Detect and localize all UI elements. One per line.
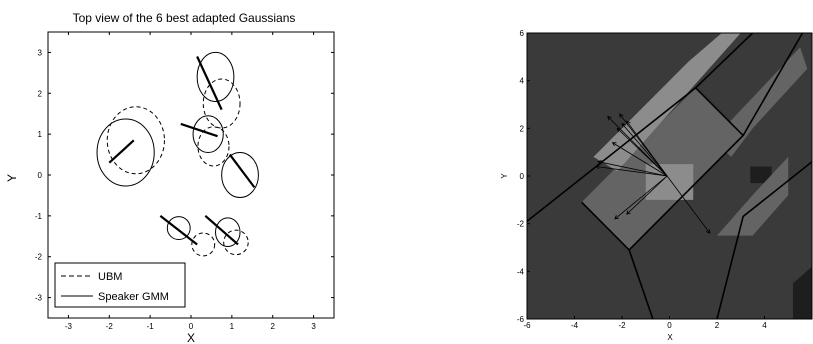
y-tick-label: 2 bbox=[520, 124, 525, 133]
vector-arrowhead bbox=[607, 115, 612, 121]
y-tick-label: 3 bbox=[38, 48, 43, 57]
mean-shift-vector bbox=[612, 142, 668, 177]
y-tick-label: -3 bbox=[35, 294, 43, 303]
decision-region bbox=[712, 47, 808, 157]
adaptation-segment bbox=[159, 214, 198, 246]
legend-box bbox=[54, 262, 186, 308]
left-y-axis-label: Y bbox=[5, 174, 19, 182]
y-tick-label: 6 bbox=[520, 29, 525, 38]
decision-region bbox=[717, 156, 789, 236]
speaker-gmm-ellipse bbox=[166, 216, 191, 241]
x-tick-label: 2 bbox=[270, 322, 275, 331]
vector-arrowhead bbox=[619, 113, 624, 119]
vector-arrowhead bbox=[706, 229, 711, 234]
left-ellipses-layer bbox=[96, 51, 259, 257]
x-tick-label: -1 bbox=[147, 322, 155, 331]
left-x-axis-label: X bbox=[187, 331, 195, 344]
vector-arrowhead bbox=[621, 122, 626, 128]
left-ticks-layer: -3 -2 -1 0 1 2 3 -3 -2 -1 0 1 2 3 bbox=[35, 32, 334, 331]
mean-shift-vector bbox=[614, 175, 668, 220]
x-tick-label: -4 bbox=[571, 321, 579, 330]
vector-arrowhead bbox=[611, 142, 617, 147]
left-chart-title: Top view of the 6 best adapted Gaussians bbox=[73, 11, 296, 25]
ubm-ellipse bbox=[223, 229, 249, 256]
y-tick-label: -1 bbox=[35, 212, 43, 221]
x-tick-label: 2 bbox=[715, 321, 720, 330]
speaker-gmm-ellipse bbox=[221, 152, 259, 198]
speaker-gmm-ellipse bbox=[96, 118, 155, 187]
decision-boundary bbox=[716, 161, 812, 319]
x-tick-label: -2 bbox=[106, 322, 114, 331]
adaptation-segment bbox=[228, 153, 256, 188]
left-segments-layer bbox=[108, 56, 256, 246]
mean-shift-vector bbox=[619, 113, 668, 177]
x-tick-label: 3 bbox=[311, 322, 316, 331]
right-regions-layer bbox=[581, 33, 812, 319]
left-chart: Top view of the 6 best adapted Gaussians… bbox=[5, 11, 335, 344]
y-tick-label: 0 bbox=[38, 171, 43, 180]
adaptation-segment bbox=[204, 215, 239, 246]
y-tick-label: -2 bbox=[517, 220, 525, 229]
speaker-gmm-ellipse bbox=[192, 115, 224, 154]
decision-boundary bbox=[695, 33, 754, 89]
decision-region bbox=[750, 166, 772, 184]
x-tick-label: 1 bbox=[230, 322, 235, 331]
right-ticks-layer: -6 -4 -2 0 2 4 -6 -4 -2 0 2 4 6 bbox=[517, 29, 767, 330]
y-tick-label: 4 bbox=[520, 77, 525, 86]
y-tick-label: -6 bbox=[517, 315, 525, 324]
decision-boundary bbox=[742, 33, 804, 136]
y-tick-label: 2 bbox=[38, 89, 43, 98]
vector-arrowhead bbox=[626, 210, 631, 215]
speaker-gmm-ellipse bbox=[215, 217, 241, 247]
vector-arrowhead bbox=[595, 164, 600, 170]
x-tick-label: -6 bbox=[523, 321, 531, 330]
mean-shift-vector bbox=[621, 123, 668, 177]
x-tick-label: 0 bbox=[667, 321, 672, 330]
right-vectors-layer bbox=[595, 113, 711, 234]
speaker-gmm-ellipse bbox=[196, 51, 235, 102]
mean-shift-vector bbox=[598, 161, 668, 177]
right-y-axis-label: Y bbox=[500, 173, 509, 179]
legend: UBM Speaker GMM bbox=[54, 262, 186, 308]
x-tick-label: -3 bbox=[65, 322, 73, 331]
decision-region bbox=[593, 33, 741, 172]
y-tick-label: -4 bbox=[517, 267, 525, 276]
right-boundaries-layer bbox=[527, 33, 812, 319]
right-chart: -6 -4 -2 0 2 4 -6 -4 -2 0 2 4 6 X Y bbox=[500, 29, 813, 342]
adaptation-segment bbox=[108, 139, 135, 164]
legend-speaker-label: Speaker GMM bbox=[98, 291, 169, 303]
vector-arrowhead bbox=[614, 215, 619, 220]
x-tick-label: 4 bbox=[762, 321, 767, 330]
vector-arrowhead bbox=[616, 127, 622, 133]
vector-arrowhead bbox=[597, 160, 603, 165]
mean-shift-vector bbox=[626, 175, 668, 215]
decision-region bbox=[793, 266, 812, 319]
y-tick-label: 1 bbox=[38, 130, 43, 139]
decision-boundary bbox=[628, 249, 654, 319]
right-x-axis-label: X bbox=[667, 333, 673, 342]
ubm-ellipse bbox=[191, 232, 216, 257]
x-tick-label: -2 bbox=[618, 321, 626, 330]
y-tick-label: -2 bbox=[35, 253, 43, 262]
ubm-ellipse bbox=[197, 126, 230, 167]
mean-shift-vector bbox=[595, 166, 668, 177]
x-tick-label: 0 bbox=[189, 322, 194, 331]
y-tick-label: 0 bbox=[520, 172, 525, 181]
ubm-ellipse bbox=[202, 78, 241, 129]
adaptation-segment bbox=[180, 122, 218, 138]
ubm-ellipse bbox=[106, 106, 165, 175]
adaptation-segment bbox=[196, 56, 223, 111]
decision-region bbox=[645, 164, 694, 200]
mean-shift-vector bbox=[616, 128, 668, 177]
legend-ubm-label: UBM bbox=[98, 271, 122, 283]
mean-shift-vector bbox=[666, 175, 711, 234]
